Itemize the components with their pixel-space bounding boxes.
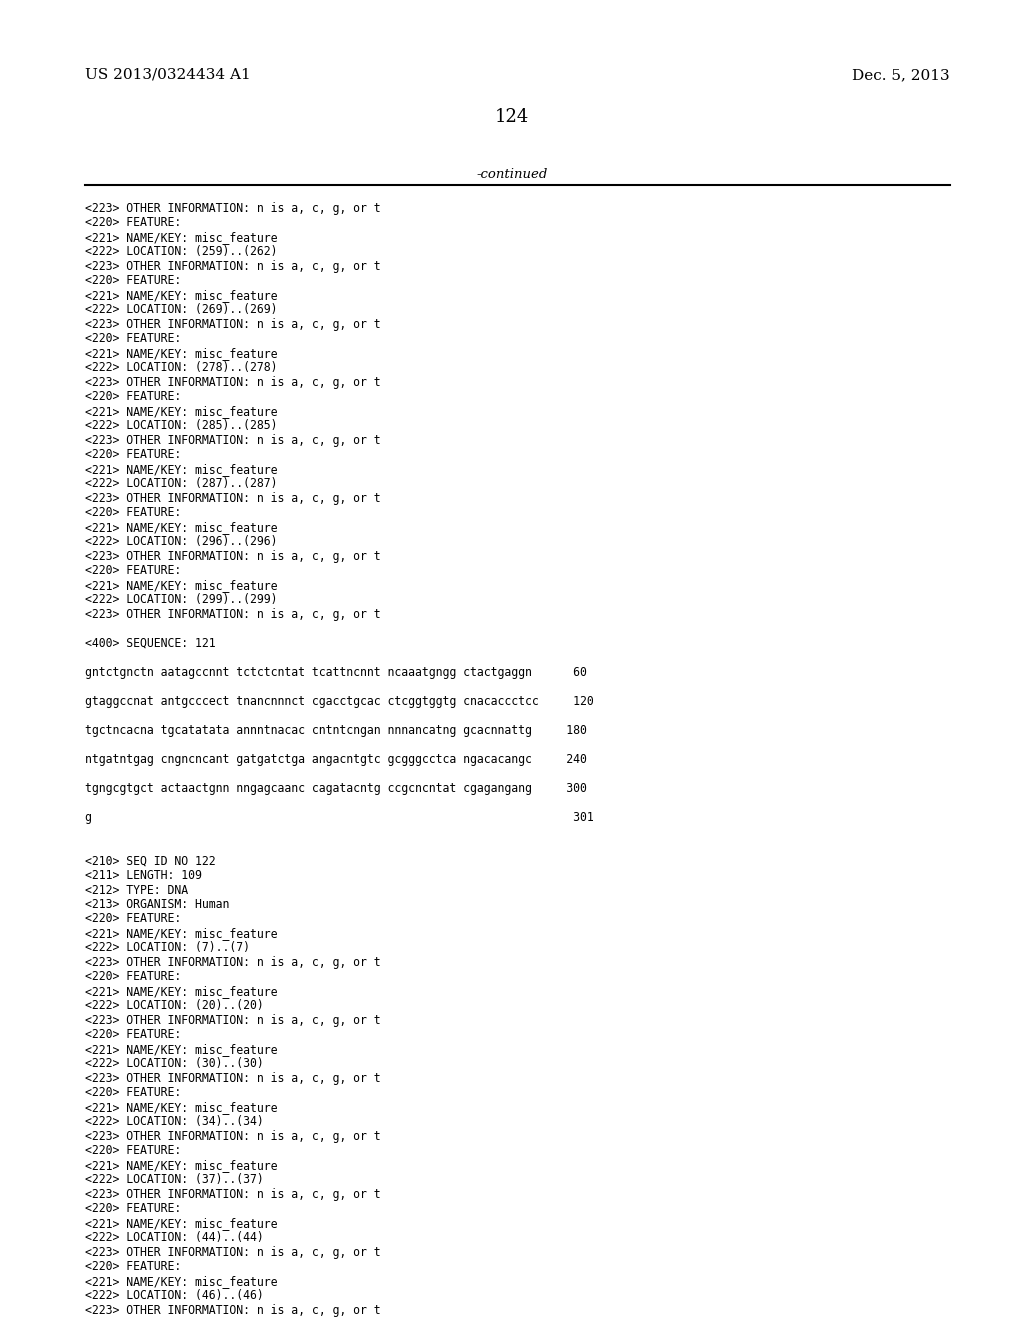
Text: <223> OTHER INFORMATION: n is a, c, g, or t: <223> OTHER INFORMATION: n is a, c, g, o…: [85, 434, 381, 447]
Text: <220> FEATURE:: <220> FEATURE:: [85, 565, 181, 578]
Text: <223> OTHER INFORMATION: n is a, c, g, or t: <223> OTHER INFORMATION: n is a, c, g, o…: [85, 956, 381, 969]
Text: <221> NAME/KEY: misc_feature: <221> NAME/KEY: misc_feature: [85, 1043, 278, 1056]
Text: <223> OTHER INFORMATION: n is a, c, g, or t: <223> OTHER INFORMATION: n is a, c, g, o…: [85, 1246, 381, 1259]
Text: <223> OTHER INFORMATION: n is a, c, g, or t: <223> OTHER INFORMATION: n is a, c, g, o…: [85, 1304, 381, 1317]
Text: <223> OTHER INFORMATION: n is a, c, g, or t: <223> OTHER INFORMATION: n is a, c, g, o…: [85, 202, 381, 215]
Text: <220> FEATURE:: <220> FEATURE:: [85, 333, 181, 346]
Text: <223> OTHER INFORMATION: n is a, c, g, or t: <223> OTHER INFORMATION: n is a, c, g, o…: [85, 1072, 381, 1085]
Text: <222> LOCATION: (278)..(278): <222> LOCATION: (278)..(278): [85, 362, 278, 375]
Text: <223> OTHER INFORMATION: n is a, c, g, or t: <223> OTHER INFORMATION: n is a, c, g, o…: [85, 1130, 381, 1143]
Text: <220> FEATURE:: <220> FEATURE:: [85, 1203, 181, 1216]
Text: US 2013/0324434 A1: US 2013/0324434 A1: [85, 69, 251, 82]
Text: <220> FEATURE:: <220> FEATURE:: [85, 507, 181, 520]
Text: <210> SEQ ID NO 122: <210> SEQ ID NO 122: [85, 854, 216, 867]
Text: gntctgnctn aatagccnnt tctctcntat tcattncnnt ncaaatgngg ctactgaggn      60: gntctgnctn aatagccnnt tctctcntat tcattnc…: [85, 667, 587, 678]
Text: <220> FEATURE:: <220> FEATURE:: [85, 275, 181, 288]
Text: <222> LOCATION: (7)..(7): <222> LOCATION: (7)..(7): [85, 941, 250, 954]
Text: <222> LOCATION: (34)..(34): <222> LOCATION: (34)..(34): [85, 1115, 264, 1129]
Text: Dec. 5, 2013: Dec. 5, 2013: [852, 69, 950, 82]
Text: <221> NAME/KEY: misc_feature: <221> NAME/KEY: misc_feature: [85, 1275, 278, 1288]
Text: <223> OTHER INFORMATION: n is a, c, g, or t: <223> OTHER INFORMATION: n is a, c, g, o…: [85, 260, 381, 273]
Text: <220> FEATURE:: <220> FEATURE:: [85, 449, 181, 462]
Text: <212> TYPE: DNA: <212> TYPE: DNA: [85, 883, 188, 896]
Text: <220> FEATURE:: <220> FEATURE:: [85, 1028, 181, 1041]
Text: <222> LOCATION: (37)..(37): <222> LOCATION: (37)..(37): [85, 1173, 264, 1187]
Text: ntgatntgag cngncncant gatgatctga angacntgtc gcgggcctca ngacacangc     240: ntgatntgag cngncncant gatgatctga angacnt…: [85, 752, 587, 766]
Text: gtaggccnat antgcccect tnancnnnct cgacctgcac ctcggtggtg cnacaccctcc     120: gtaggccnat antgcccect tnancnnnct cgacctg…: [85, 696, 594, 708]
Text: -continued: -continued: [476, 168, 548, 181]
Text: <220> FEATURE:: <220> FEATURE:: [85, 1261, 181, 1274]
Text: <221> NAME/KEY: misc_feature: <221> NAME/KEY: misc_feature: [85, 521, 278, 535]
Text: tgngcgtgct actaactgnn nngagcaanc cagatacntg ccgcncntat cgagangang     300: tgngcgtgct actaactgnn nngagcaanc cagatac…: [85, 781, 587, 795]
Text: <222> LOCATION: (287)..(287): <222> LOCATION: (287)..(287): [85, 478, 278, 491]
Text: <221> NAME/KEY: misc_feature: <221> NAME/KEY: misc_feature: [85, 405, 278, 418]
Text: 124: 124: [495, 108, 529, 125]
Text: <220> FEATURE:: <220> FEATURE:: [85, 1144, 181, 1158]
Text: <220> FEATURE:: <220> FEATURE:: [85, 970, 181, 983]
Text: <220> FEATURE:: <220> FEATURE:: [85, 912, 181, 925]
Text: <221> NAME/KEY: misc_feature: <221> NAME/KEY: misc_feature: [85, 289, 278, 302]
Text: <222> LOCATION: (44)..(44): <222> LOCATION: (44)..(44): [85, 1232, 264, 1245]
Text: <221> NAME/KEY: misc_feature: <221> NAME/KEY: misc_feature: [85, 1159, 278, 1172]
Text: <223> OTHER INFORMATION: n is a, c, g, or t: <223> OTHER INFORMATION: n is a, c, g, o…: [85, 318, 381, 331]
Text: <221> NAME/KEY: misc_feature: <221> NAME/KEY: misc_feature: [85, 985, 278, 998]
Text: <400> SEQUENCE: 121: <400> SEQUENCE: 121: [85, 638, 216, 649]
Text: <223> OTHER INFORMATION: n is a, c, g, or t: <223> OTHER INFORMATION: n is a, c, g, o…: [85, 550, 381, 564]
Text: <221> NAME/KEY: misc_feature: <221> NAME/KEY: misc_feature: [85, 463, 278, 477]
Text: <220> FEATURE:: <220> FEATURE:: [85, 391, 181, 404]
Text: <222> LOCATION: (296)..(296): <222> LOCATION: (296)..(296): [85, 536, 278, 549]
Text: <222> LOCATION: (30)..(30): <222> LOCATION: (30)..(30): [85, 1057, 264, 1071]
Text: <211> LENGTH: 109: <211> LENGTH: 109: [85, 869, 202, 882]
Text: <221> NAME/KEY: misc_feature: <221> NAME/KEY: misc_feature: [85, 927, 278, 940]
Text: <223> OTHER INFORMATION: n is a, c, g, or t: <223> OTHER INFORMATION: n is a, c, g, o…: [85, 376, 381, 389]
Text: <221> NAME/KEY: misc_feature: <221> NAME/KEY: misc_feature: [85, 347, 278, 360]
Text: <220> FEATURE:: <220> FEATURE:: [85, 216, 181, 230]
Text: g                                                                      301: g 301: [85, 810, 594, 824]
Text: <223> OTHER INFORMATION: n is a, c, g, or t: <223> OTHER INFORMATION: n is a, c, g, o…: [85, 1188, 381, 1201]
Text: <221> NAME/KEY: misc_feature: <221> NAME/KEY: misc_feature: [85, 579, 278, 591]
Text: <223> OTHER INFORMATION: n is a, c, g, or t: <223> OTHER INFORMATION: n is a, c, g, o…: [85, 609, 381, 620]
Text: <221> NAME/KEY: misc_feature: <221> NAME/KEY: misc_feature: [85, 1217, 278, 1230]
Text: <223> OTHER INFORMATION: n is a, c, g, or t: <223> OTHER INFORMATION: n is a, c, g, o…: [85, 492, 381, 506]
Text: <222> LOCATION: (285)..(285): <222> LOCATION: (285)..(285): [85, 420, 278, 433]
Text: <221> NAME/KEY: misc_feature: <221> NAME/KEY: misc_feature: [85, 231, 278, 244]
Text: <221> NAME/KEY: misc_feature: <221> NAME/KEY: misc_feature: [85, 1101, 278, 1114]
Text: <213> ORGANISM: Human: <213> ORGANISM: Human: [85, 898, 229, 911]
Text: <222> LOCATION: (299)..(299): <222> LOCATION: (299)..(299): [85, 594, 278, 606]
Text: <223> OTHER INFORMATION: n is a, c, g, or t: <223> OTHER INFORMATION: n is a, c, g, o…: [85, 1014, 381, 1027]
Text: <222> LOCATION: (46)..(46): <222> LOCATION: (46)..(46): [85, 1290, 264, 1303]
Text: <222> LOCATION: (20)..(20): <222> LOCATION: (20)..(20): [85, 999, 264, 1012]
Text: <222> LOCATION: (269)..(269): <222> LOCATION: (269)..(269): [85, 304, 278, 317]
Text: tgctncacna tgcatatata annntnacac cntntcngan nnnancatng gcacnnattg     180: tgctncacna tgcatatata annntnacac cntntcn…: [85, 723, 587, 737]
Text: <220> FEATURE:: <220> FEATURE:: [85, 1086, 181, 1100]
Text: <222> LOCATION: (259)..(262): <222> LOCATION: (259)..(262): [85, 246, 278, 259]
